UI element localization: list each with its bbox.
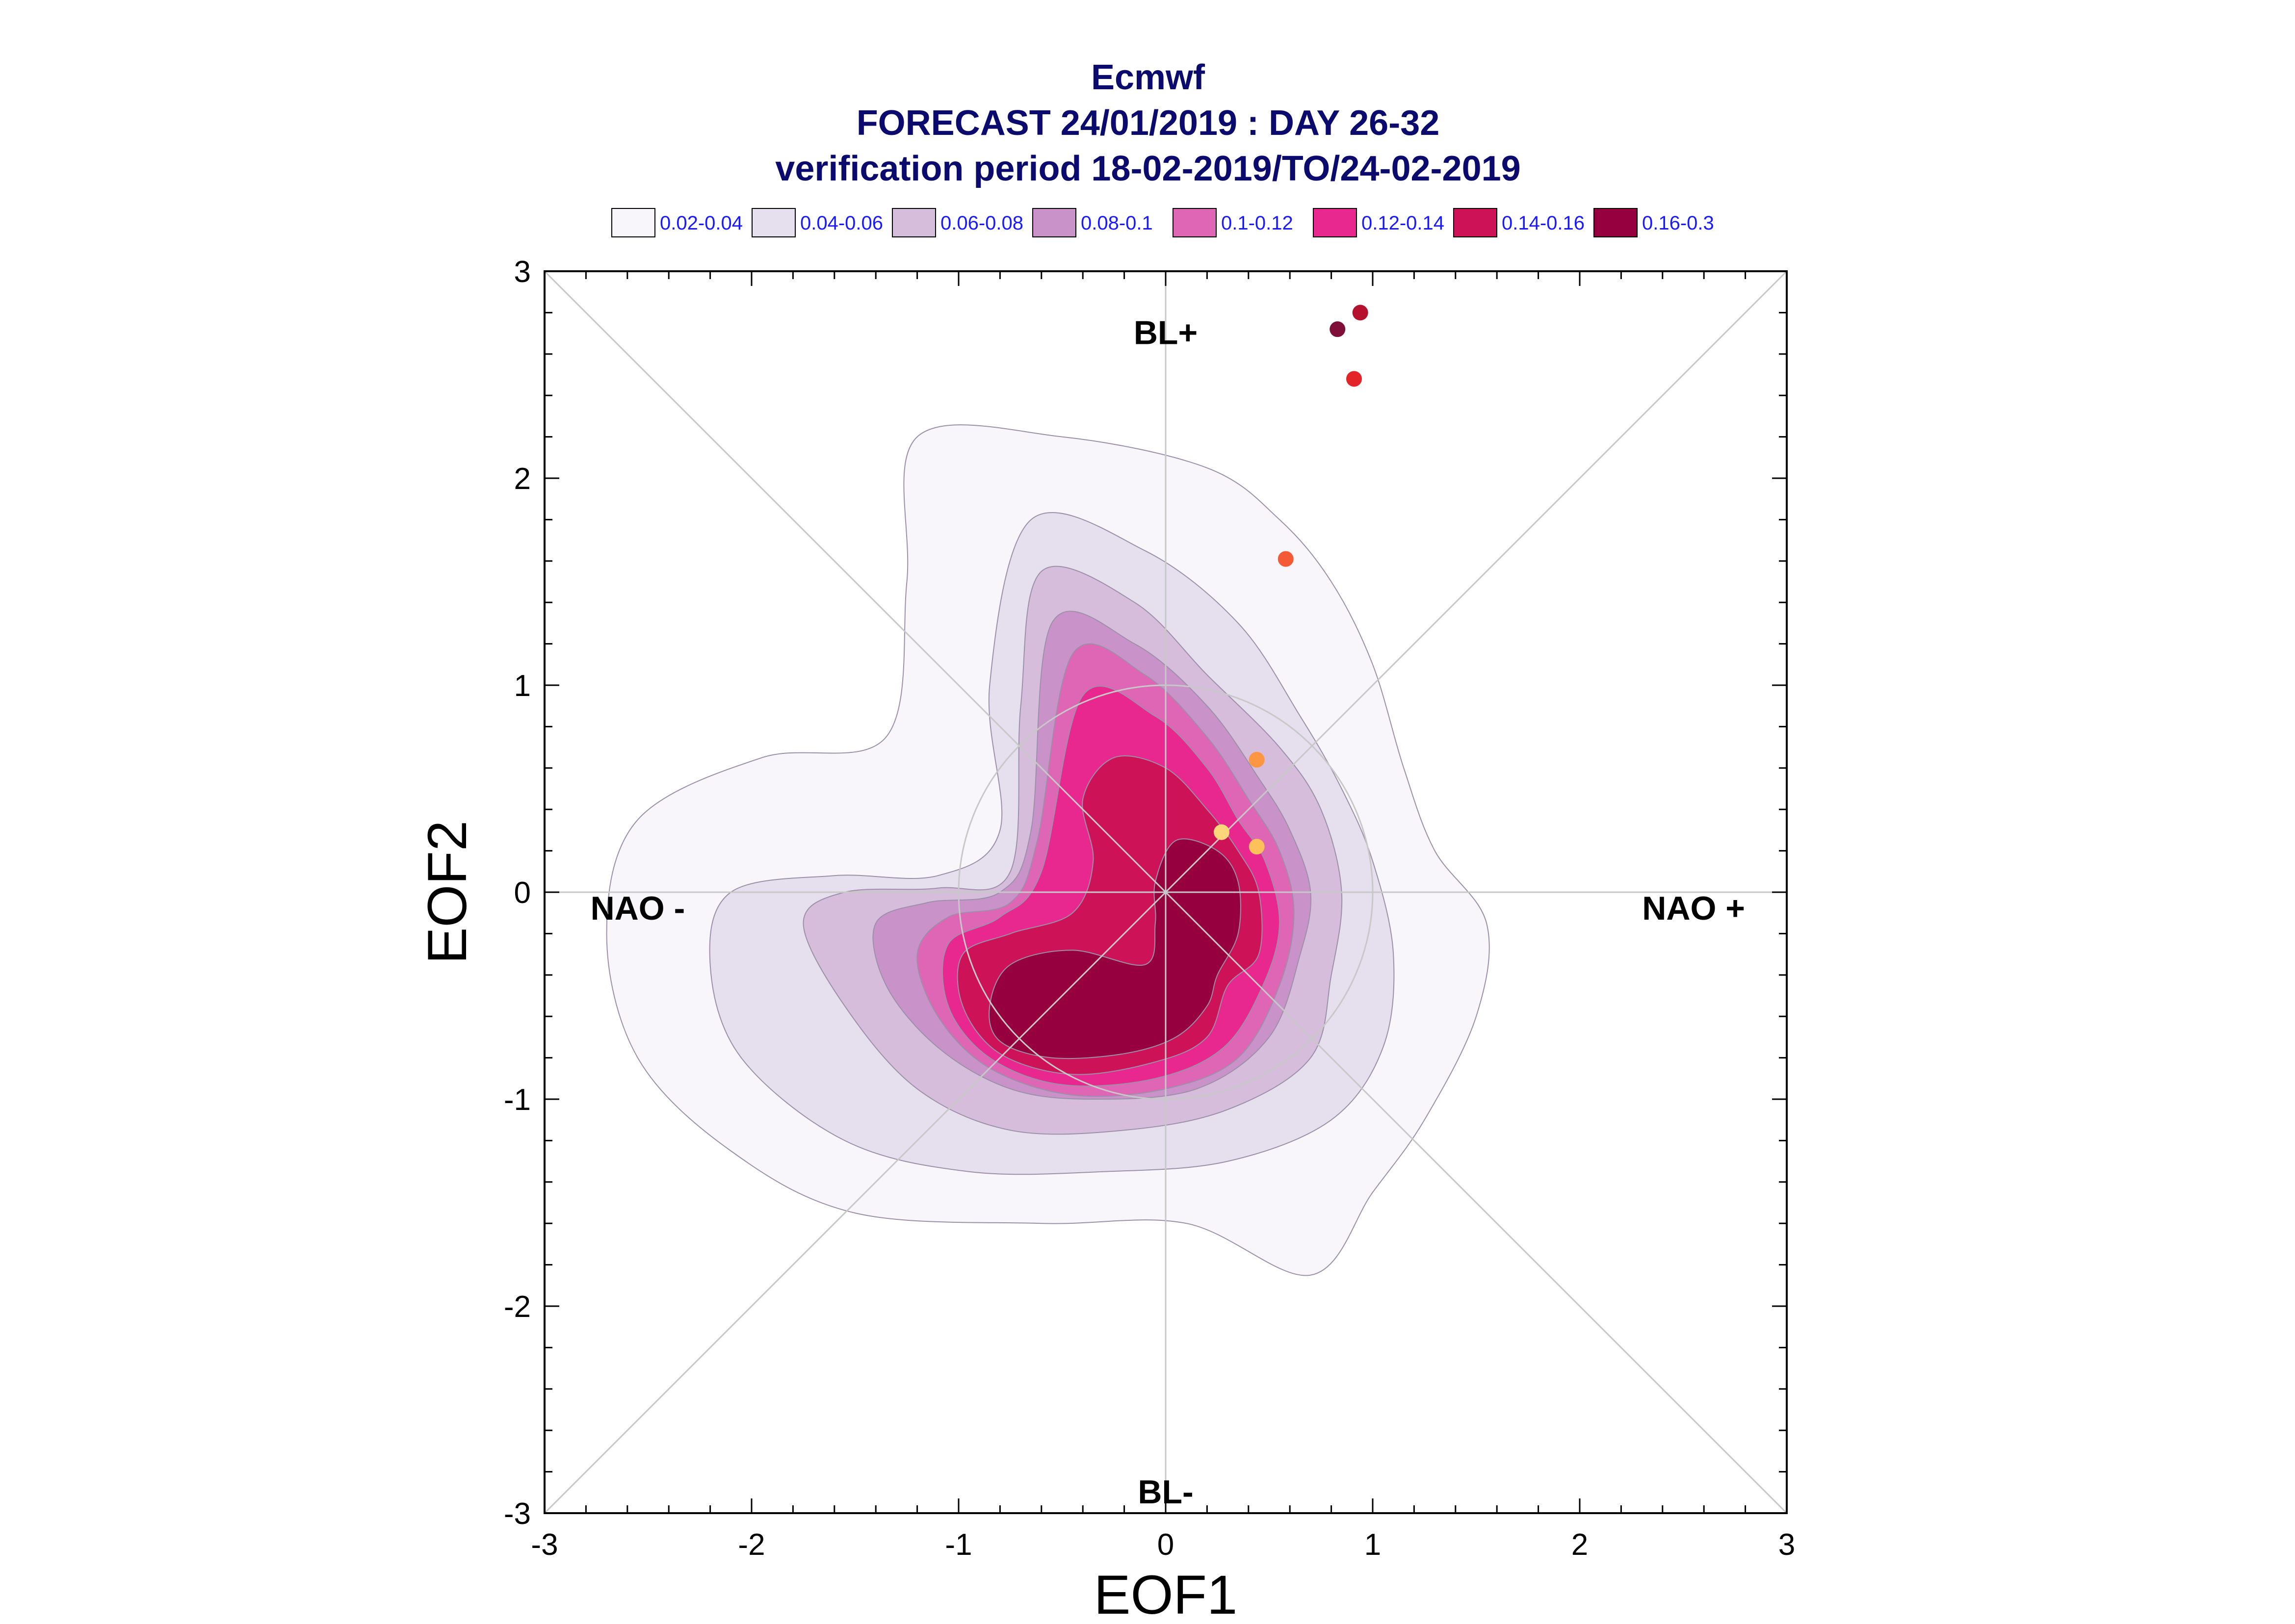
y-tick-label: 1 bbox=[514, 669, 531, 703]
x-tick-label: 1 bbox=[1364, 1528, 1381, 1562]
legend-swatch bbox=[1453, 208, 1497, 237]
verification-point bbox=[1346, 371, 1362, 387]
verification-point bbox=[1249, 751, 1265, 768]
legend-entry: 0.06-0.08 bbox=[892, 208, 1023, 237]
legend-entry: 0.02-0.04 bbox=[611, 208, 743, 237]
unit-circle bbox=[958, 684, 1374, 1100]
legend-label: 0.08-0.1 bbox=[1081, 212, 1153, 234]
legend-swatch bbox=[752, 208, 796, 237]
legend-swatch bbox=[611, 208, 655, 237]
x-tick-label: 2 bbox=[1571, 1528, 1588, 1562]
chart-title: Ecmwf FORECAST 24/01/2019 : DAY 26-32 veri… bbox=[775, 58, 1520, 188]
title-line: Ecmwf bbox=[1091, 58, 1205, 97]
verification-point bbox=[1278, 551, 1294, 567]
verification-point bbox=[1330, 321, 1346, 337]
legend-swatch bbox=[1313, 208, 1357, 237]
legend-entry: 0.08-0.1 bbox=[1032, 208, 1153, 237]
legend-label: 0.06-0.08 bbox=[940, 212, 1023, 234]
legend-swatch bbox=[1032, 208, 1076, 237]
title-line: verification period 18-02-2019/TO/24-02-… bbox=[775, 149, 1520, 188]
legend-label: 0.16-0.3 bbox=[1642, 212, 1714, 234]
y-tick-label: 0 bbox=[514, 876, 531, 910]
x-tick-label: 3 bbox=[1778, 1528, 1795, 1562]
legend-entry: 0.12-0.14 bbox=[1313, 208, 1444, 237]
x-axis-title: EOF1 bbox=[1094, 1564, 1238, 1624]
verification-point bbox=[1249, 839, 1265, 855]
x-tick-label: -3 bbox=[531, 1528, 558, 1562]
legend-entry: 0.04-0.06 bbox=[752, 208, 883, 237]
y-tick-label: 3 bbox=[514, 255, 531, 289]
plot-area: BL+BL-NAO - NAO + bbox=[544, 270, 1788, 1514]
x-tick-label: -1 bbox=[945, 1528, 972, 1562]
legend-label: 0.04-0.06 bbox=[800, 212, 883, 234]
y-tick-label: -3 bbox=[504, 1497, 531, 1531]
x-tick-label: -2 bbox=[738, 1528, 765, 1562]
legend-label: 0.1-0.12 bbox=[1221, 212, 1293, 234]
verification-point bbox=[1352, 305, 1368, 321]
y-tick-label: -2 bbox=[504, 1290, 531, 1324]
legend-swatch bbox=[1173, 208, 1217, 237]
legend-entry: 0.14-0.16 bbox=[1453, 208, 1585, 237]
regime-label: BL+ bbox=[1134, 314, 1198, 352]
axes: -3 -2 -1 0 1 2 3 -3 -2 -1 0 1 2 3 EOF1 EOF2 bbox=[417, 255, 1795, 1624]
title-line: FORECAST 24/01/2019 : DAY 26-32 bbox=[857, 103, 1440, 143]
y-tick-label: -1 bbox=[504, 1083, 531, 1117]
x-tick-label: 0 bbox=[1157, 1528, 1174, 1562]
regime-label: NAO + bbox=[1642, 890, 1745, 927]
legend-entry: 0.16-0.3 bbox=[1593, 208, 1714, 237]
legend: 0.02-0.04 0.04-0.06 0.06-0.08 0.08-0.1 0.1-0… bbox=[611, 208, 1714, 237]
legend-swatch bbox=[892, 208, 936, 237]
legend-label: 0.14-0.16 bbox=[1502, 212, 1585, 234]
legend-swatch bbox=[1593, 208, 1638, 237]
y-axis-title: EOF2 bbox=[417, 821, 478, 964]
verification-point bbox=[1213, 824, 1229, 840]
legend-label: 0.02-0.04 bbox=[660, 212, 743, 234]
y-tick-label: 2 bbox=[514, 462, 531, 496]
legend-entry: 0.1-0.12 bbox=[1173, 208, 1293, 237]
legend-label: 0.12-0.14 bbox=[1361, 212, 1444, 234]
regime-label: NAO - bbox=[591, 890, 685, 927]
